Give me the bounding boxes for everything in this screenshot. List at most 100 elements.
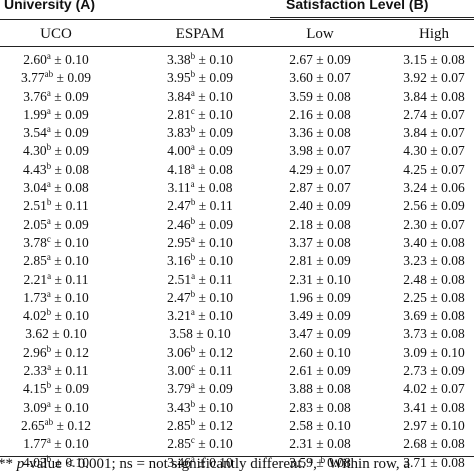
cell-uco-letter: a <box>46 51 51 61</box>
cell-high: 2.56 ± 0.09 <box>403 198 465 214</box>
table-row: 4.03b ± 0.10 3.46a ± 0.10 3.59 ± 0.08 3.71 … <box>0 453 474 473</box>
cell-uco: 4.15b ± 0.09 <box>23 380 89 397</box>
cell-espam-value: 3.38 <box>167 52 191 67</box>
cell-uco-value: 3.09 <box>23 399 47 415</box>
cell-uco-value: 2.33 <box>23 363 48 379</box>
footnote-separator: , <box>313 456 321 472</box>
cell-espam-se: 0.08 <box>209 161 233 177</box>
cell-uco-letter: b <box>46 453 52 464</box>
cell-uco: 2.65ab ± 0.12 <box>21 416 91 433</box>
cell-high: 2.73 ± 0.09 <box>403 363 465 379</box>
cell-uco-letter: b <box>46 160 52 171</box>
cell-espam: 3.11a ± 0.08 <box>167 179 233 196</box>
cell-uco-se: 0.10 <box>65 253 89 269</box>
cell-uco-se: 0.08 <box>65 180 89 196</box>
cell-uco-value: 1.77 <box>23 436 47 452</box>
table-row: 2.33a ± 0.11 3.00c ± 0.11 2.61 ± 0.09 2.73 … <box>0 363 474 381</box>
table-row: 3.78c ± 0.10 2.95a ± 0.10 3.37 ± 0.08 3.40 … <box>0 233 474 253</box>
cell-espam-value: 2.46 <box>167 216 191 232</box>
cell-uco-letter: a <box>46 87 51 98</box>
cell-espam-se: 0.11 <box>209 198 233 214</box>
cell-low: 2.81 ± 0.09 <box>289 253 351 269</box>
cell-uco-letter: a <box>46 435 51 446</box>
cell-espam-value: 2.81 <box>167 106 191 122</box>
table-row: 2.85a ± 0.10 3.16b ± 0.10 2.81 ± 0.09 3.23 … <box>0 253 474 271</box>
cell-espam: 3.38b ± 0.10 <box>167 51 233 68</box>
cell-uco-letter: c <box>46 233 51 244</box>
cell-espam: 3.16b ± 0.10 <box>167 252 233 269</box>
column-header-low: Low <box>306 26 334 42</box>
cell-uco-value: 4.02 <box>23 308 47 324</box>
cell-espam-se: 0.10 <box>209 289 233 305</box>
table-row: 1.73a ± 0.10 2.47b ± 0.10 1.96 ± 0.09 2.25 … <box>0 288 474 308</box>
cell-uco-value: 2.85 <box>23 253 47 269</box>
table-row: 2.51b ± 0.11 2.47b ± 0.11 2.40 ± 0.09 2.56 … <box>0 198 474 216</box>
table-row: 1.99a ± 0.09 2.81c ± 0.10 2.16 ± 0.08 2.74 … <box>0 105 474 125</box>
table-row: 1.77a ± 0.10 2.85c ± 0.10 2.31 ± 0.08 2.68 … <box>0 436 474 454</box>
cell-espam: 3.95b ± 0.09 <box>167 69 233 86</box>
table-footnote: ** p-value < 0.001; ns = not significant… <box>0 456 410 473</box>
cell-espam-se: 0.09 <box>209 216 233 232</box>
cell-espam-value: 2.85 <box>167 436 191 452</box>
cell-uco-value: 3.54 <box>23 125 47 141</box>
cell-low: 2.18 ± 0.08 <box>289 216 351 232</box>
cell-espam-letter: a <box>190 179 195 190</box>
cell-high: 2.25 ± 0.08 <box>403 289 465 305</box>
cell-espam: 3.83b ± 0.09 <box>167 124 233 141</box>
cell-espam: 2.85b ± 0.12 <box>167 416 233 433</box>
cell-uco: 1.77a ± 0.10 <box>23 435 89 452</box>
cell-espam-se: 0.11 <box>209 363 233 379</box>
cell-low: 2.87 ± 0.07 <box>289 180 351 196</box>
column-header-row: UCO ESPAM Low High <box>0 26 474 46</box>
cell-espam-value: 3.21 <box>167 308 191 324</box>
cell-uco-letter: a <box>46 179 51 190</box>
cell-uco-value: 2.21 <box>23 271 48 287</box>
cell-high: 3.71 ± 0.08 <box>403 454 465 470</box>
cell-espam-letter: b <box>190 288 196 299</box>
cell-espam: 4.18a ± 0.08 <box>167 160 233 177</box>
cell-uco-value: 4.43 <box>23 161 47 177</box>
cell-espam: 3.46a ± 0.10 <box>167 453 233 470</box>
cell-low: 2.40 ± 0.09 <box>289 198 351 214</box>
cell-espam-se: 0.12 <box>209 344 233 360</box>
column-header-uco: UCO <box>40 26 72 42</box>
cell-espam: 3.00c ± 0.11 <box>167 362 233 379</box>
cell-high: 3.73 ± 0.08 <box>403 326 465 342</box>
cell-uco-se: 0.11 <box>65 271 89 287</box>
cell-espam-value: 3.11 <box>167 180 191 196</box>
table-row: 3.62 ± 0.10 3.58 ± 0.10 3.47 ± 0.09 3.73 ± … <box>0 326 474 344</box>
cell-espam-letter: a <box>190 307 195 318</box>
cell-espam-se: 0.10 <box>209 234 233 250</box>
cell-uco: 1.73a ± 0.10 <box>23 288 89 305</box>
cell-espam-value: 2.51 <box>167 271 192 287</box>
cell-uco-value: 4.03 <box>23 454 47 470</box>
cell-espam-letter: c <box>191 362 196 373</box>
cell-espam: 2.85c ± 0.10 <box>167 435 233 452</box>
cell-espam-se: 0.10 <box>209 399 233 415</box>
cell-uco: 3.54a ± 0.09 <box>23 124 89 141</box>
cell-uco-letter: b <box>46 343 52 354</box>
cell-high: 2.30 ± 0.07 <box>403 216 465 232</box>
cell-espam-letter: b <box>190 69 196 80</box>
cell-espam: 2.47b ± 0.11 <box>167 197 233 214</box>
footnote-sup-b: b <box>320 455 326 465</box>
cell-espam-letter: c <box>190 105 195 116</box>
cell-uco: 3.77ab ± 0.09 <box>21 69 91 86</box>
cell-uco-value: 4.15 <box>23 381 47 397</box>
cell-espam-se: 0.12 <box>209 417 233 433</box>
cell-espam: 3.79a ± 0.09 <box>167 380 233 397</box>
cell-espam-value: 4.18 <box>167 161 191 177</box>
cell-espam-se: 0.09 <box>209 381 233 397</box>
cell-low: 2.61 ± 0.09 <box>289 363 351 379</box>
top-rule <box>0 19 474 20</box>
cell-uco: 4.43b ± 0.08 <box>23 160 89 177</box>
cell-uco: 4.30b ± 0.09 <box>23 142 89 159</box>
cell-high: 3.24 ± 0.06 <box>403 180 465 196</box>
cell-low: 3.59 ± 0.08 <box>289 454 351 470</box>
cell-espam-se: 0.08 <box>208 180 233 196</box>
cell-uco: 4.03b ± 0.10 <box>23 453 89 470</box>
cell-high: 3.84 ± 0.08 <box>403 88 465 104</box>
cell-uco-value: 2.05 <box>23 216 47 232</box>
cell-uco: 2.85a ± 0.10 <box>23 252 89 269</box>
cell-uco-se: 0.09 <box>65 106 89 122</box>
